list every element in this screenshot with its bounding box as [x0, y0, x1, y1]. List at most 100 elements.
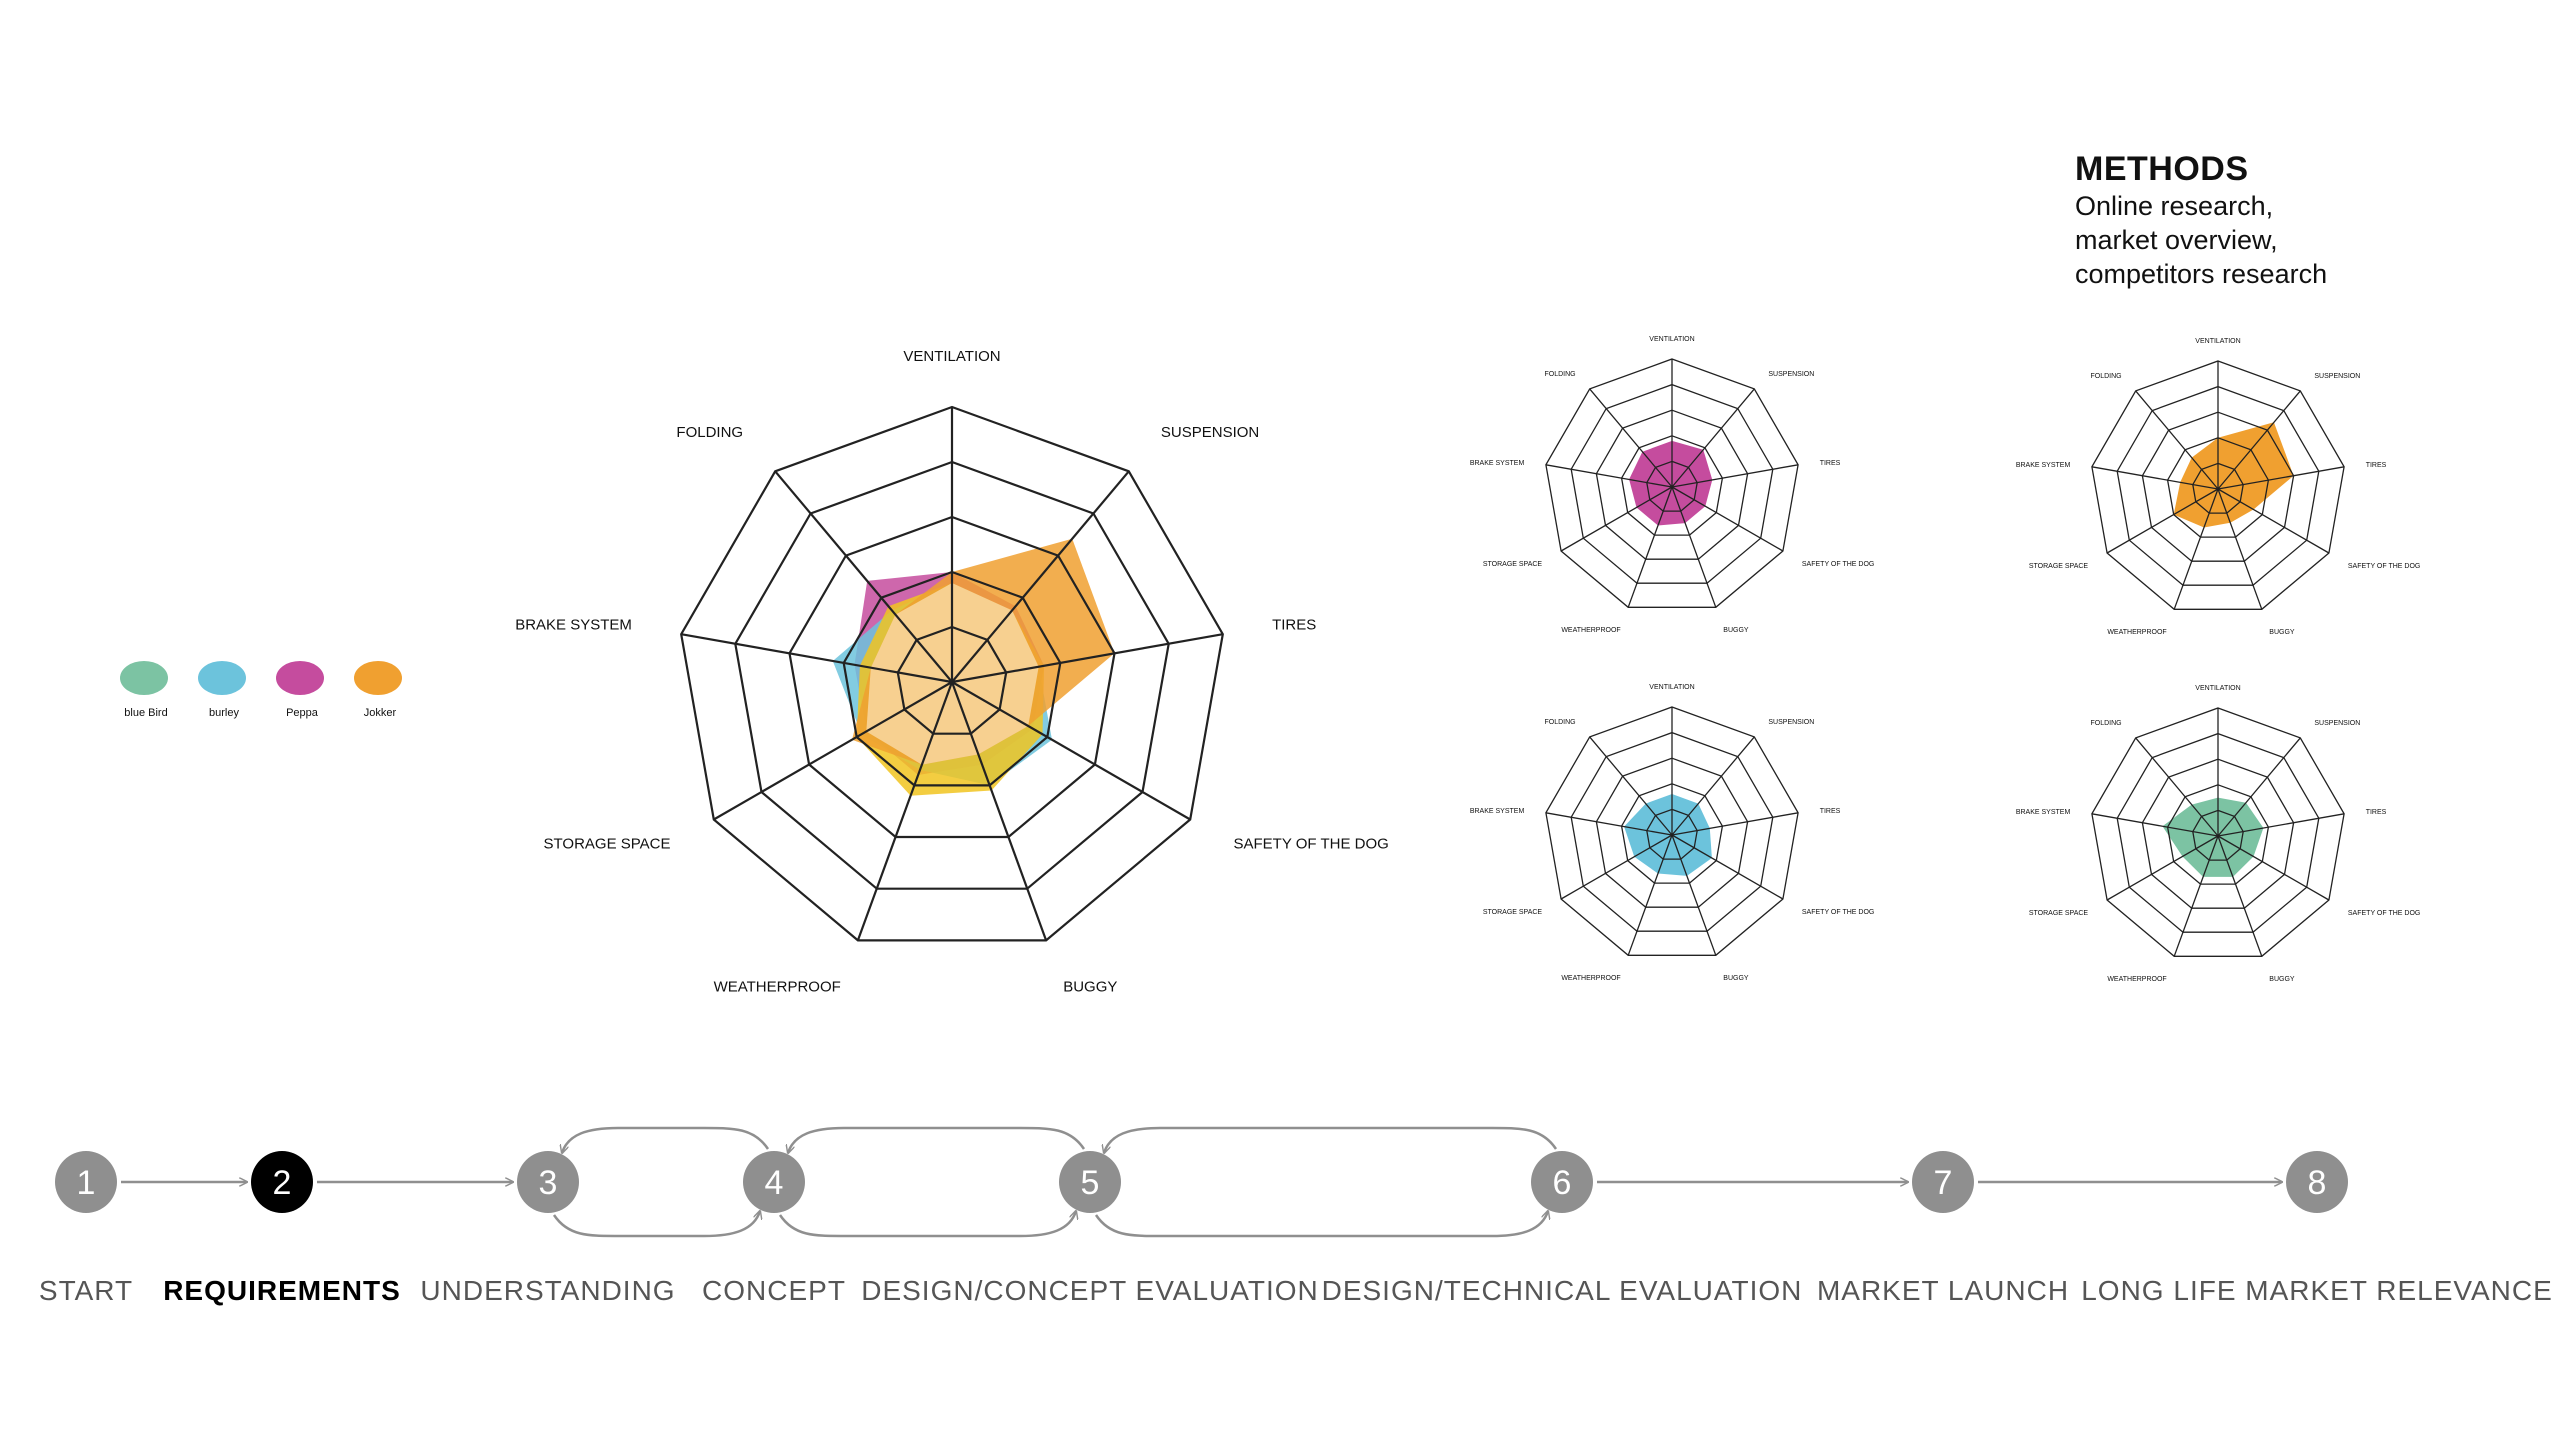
- grid-spoke: [2173, 488, 2219, 610]
- methods-heading: METHODS: [2075, 150, 2249, 188]
- axis-label: SUSPENSION: [2314, 720, 2360, 727]
- step-number: 3: [539, 1164, 558, 1202]
- grid-spoke: [951, 633, 1223, 684]
- axis-label: SAFETY OF THE DOG: [1234, 836, 1389, 853]
- grid-spoke: [2217, 835, 2263, 957]
- grid-ring: [2192, 809, 2244, 861]
- step-number: 4: [765, 1164, 784, 1202]
- grid-spoke: [2217, 488, 2330, 554]
- axis-label: SAFETY OF THE DOG: [1802, 909, 1874, 916]
- grid-ring: [2166, 437, 2270, 538]
- step-label-requirements: REQUIREMENTS: [163, 1275, 401, 1306]
- grid-spoke: [2217, 835, 2330, 901]
- grid-ring: [1620, 783, 1724, 884]
- axis-label: STORAGE SPACE: [1483, 909, 1543, 916]
- grid-spoke: [951, 681, 1191, 821]
- grid-ring: [2141, 411, 2295, 562]
- grid-ring: [1620, 435, 1724, 536]
- axis-label: FOLDING: [1544, 371, 1575, 378]
- grid-ring: [2141, 758, 2295, 909]
- grid-spoke: [1627, 486, 1673, 608]
- grid-spoke: [1671, 812, 1799, 836]
- step-circle-2: [251, 1151, 313, 1213]
- legend-label: blue Bird: [124, 707, 167, 719]
- process-timeline: 1 START 2 REQUIREMENTS 3 UNDERSTANDING 4 CONCEP…: [39, 1126, 2552, 1306]
- axis-label: TIRES: [2366, 462, 2387, 469]
- grid-ring: [896, 625, 1008, 735]
- axis-label: SUSPENSION: [1161, 424, 1259, 441]
- grid-spoke: [1671, 736, 1755, 836]
- grid-spoke: [2135, 390, 2219, 490]
- axis-label: SUSPENSION: [1768, 719, 1814, 726]
- grid-spoke: [2217, 813, 2345, 837]
- process-loop-back: [1104, 1126, 1558, 1153]
- series-blue-bird: [2162, 797, 2264, 877]
- grid-ring: [680, 405, 1224, 942]
- axis-label: SUSPENSION: [1768, 371, 1814, 378]
- axis-label: BRAKE SYSTEM: [1470, 460, 1525, 467]
- axis-label: WEATHERPROOF: [1561, 975, 1620, 982]
- grid-ring: [788, 515, 1116, 839]
- grid-spoke: [2135, 737, 2219, 837]
- grid-ring: [1595, 757, 1749, 908]
- axis-label: TIRES: [1820, 460, 1841, 467]
- axis-label: BRAKE SYSTEM: [515, 617, 632, 634]
- step-circle-8: [2286, 1151, 2348, 1213]
- grid-spoke: [2091, 813, 2219, 837]
- axis-label: WEATHERPROOF: [2107, 629, 2166, 636]
- axis-label: BUGGY: [1063, 978, 1117, 995]
- step-number: 8: [2308, 1164, 2327, 1202]
- grid-spoke: [1671, 388, 1755, 488]
- legend-swatch-blue-bird: [120, 661, 168, 695]
- axis-label: BRAKE SYSTEM: [2016, 462, 2071, 469]
- process-loop-forward: [1094, 1211, 1548, 1238]
- step-label-start: START: [39, 1275, 133, 1306]
- step-circle-1: [55, 1151, 117, 1213]
- step-number: 2: [273, 1164, 292, 1202]
- legend-label: Jokker: [364, 707, 397, 719]
- axis-label: FOLDING: [1544, 719, 1575, 726]
- axis-label: VENTILATION: [2195, 338, 2240, 345]
- grid-spoke: [1545, 812, 1673, 836]
- step-circle-4: [743, 1151, 805, 1213]
- axis-label: STORAGE SPACE: [1483, 561, 1543, 568]
- grid-ring: [2091, 707, 2345, 957]
- axis-label: STORAGE SPACE: [2029, 910, 2089, 917]
- axis-label: BUGGY: [1723, 627, 1749, 634]
- axis-label: BRAKE SYSTEM: [2016, 809, 2071, 816]
- grid-spoke: [1560, 834, 1673, 900]
- axis-label: VENTILATION: [1649, 684, 1694, 691]
- series-peppa: [1629, 440, 1713, 526]
- axis-label: TIRES: [2366, 809, 2387, 816]
- legend-label: Peppa: [286, 707, 319, 719]
- axis-label: SAFETY OF THE DOG: [2348, 563, 2420, 570]
- grid-spoke: [1671, 486, 1784, 552]
- axis-label: FOLDING: [2090, 373, 2121, 380]
- axis-label: BUGGY: [1723, 975, 1749, 982]
- axis-label: TIRES: [1272, 617, 1316, 634]
- grid-spoke: [856, 681, 954, 941]
- grid-spoke: [950, 681, 1048, 941]
- step-number: 5: [1081, 1164, 1100, 1202]
- small-radar-peppa: VENTILATION SUSPENSION TIRES SAFETY OF THE …: [1470, 336, 1875, 634]
- grid-spoke: [2217, 737, 2301, 837]
- grid-spoke: [2217, 390, 2301, 490]
- axis-label: SAFETY OF THE DOG: [1802, 561, 1874, 568]
- axis-label: STORAGE SPACE: [2029, 563, 2089, 570]
- step-number: 7: [1934, 1164, 1953, 1202]
- grid-spoke: [1589, 388, 1673, 488]
- step-label-design-technical-evaluation: DESIGN/TECHNICAL EVALUATION: [1322, 1275, 1803, 1306]
- series-jokker: [2173, 422, 2294, 528]
- grid-spoke: [1671, 834, 1784, 900]
- axis-label: FOLDING: [2090, 720, 2121, 727]
- grid-ring: [1545, 706, 1799, 956]
- grid-ring: [1646, 460, 1698, 512]
- grid-ring: [842, 570, 1062, 787]
- step-label-design-concept-evaluation: DESIGN/CONCEPT EVALUATION: [861, 1275, 1319, 1306]
- grid-spoke: [1671, 486, 1717, 608]
- grid-spoke: [2173, 835, 2219, 957]
- axis-label: WEATHERPROOF: [714, 978, 841, 995]
- grid-ring: [1646, 808, 1698, 860]
- grid-spoke: [2106, 488, 2219, 554]
- grid-spoke: [1627, 834, 1673, 956]
